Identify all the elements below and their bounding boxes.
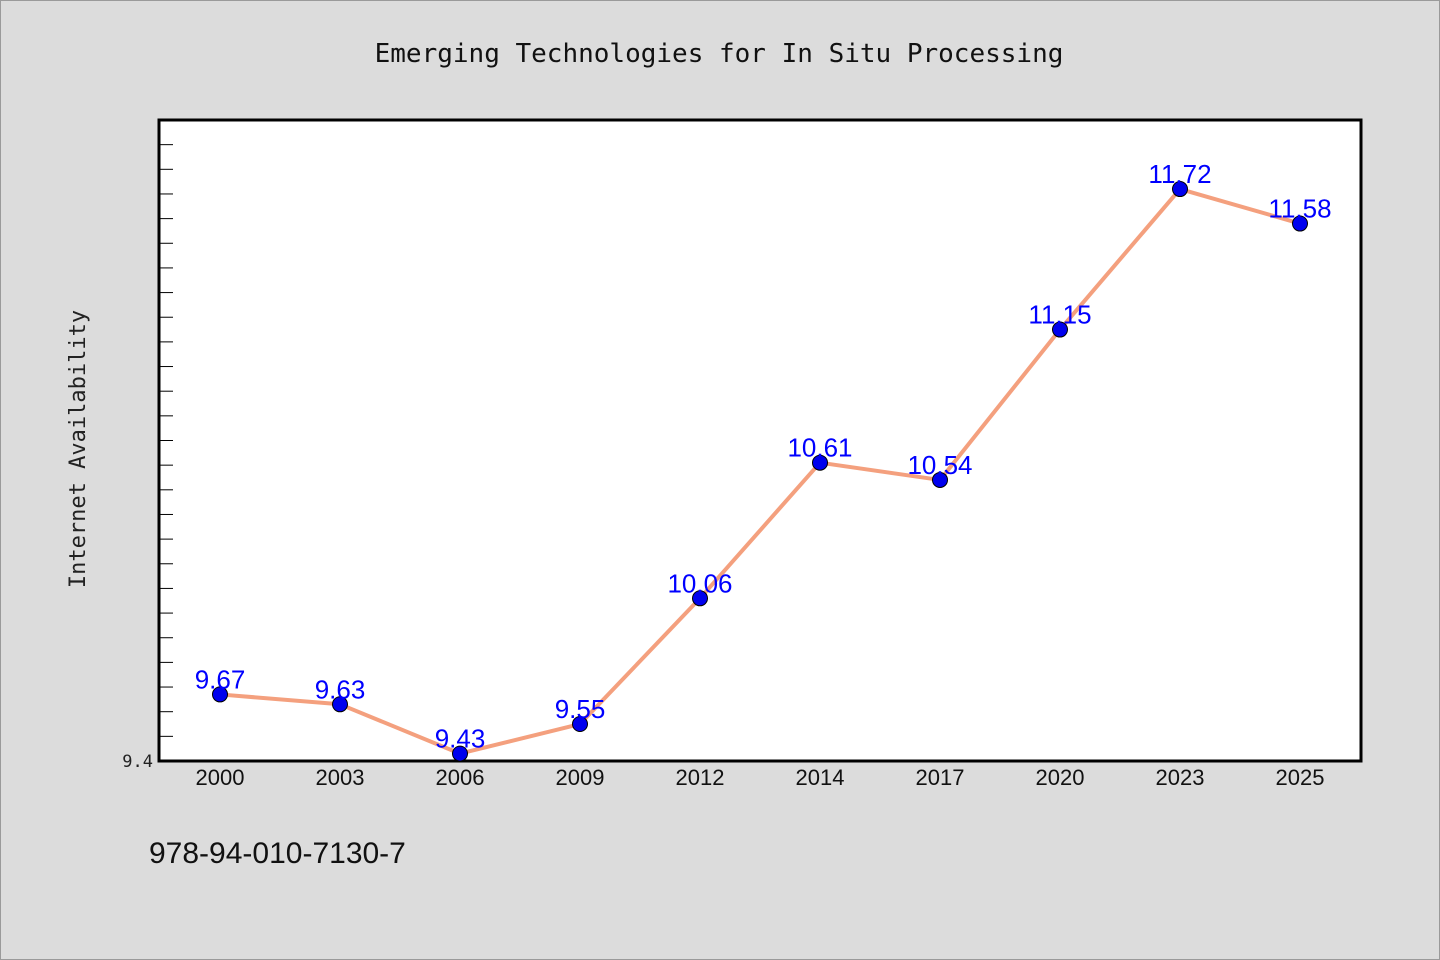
y-axis-ticks: 9.4: [122, 144, 173, 772]
x-tick-label: 2012: [676, 765, 725, 790]
data-point: [332, 696, 348, 713]
x-tick-label: 2025: [1276, 765, 1325, 790]
data-label: 11.58: [1268, 194, 1331, 224]
data-point: [932, 471, 948, 488]
y-axis-label: Internet Availability: [66, 310, 91, 588]
data-point: [452, 745, 468, 762]
series-layer: 9.67 9.63 9.43 9.55 10.06 10.61 10.54 11.15 11.7…: [195, 159, 1332, 762]
data-label: 10.54: [907, 450, 972, 480]
x-tick-label: 2014: [796, 765, 845, 790]
data-point: [1292, 215, 1308, 232]
x-axis-ticks: 2000 2003 2006 2009 2012 2014 2017 2020 2023 2025: [196, 765, 1325, 790]
data-label: 9.43: [435, 724, 486, 754]
y-tick-label: 9.4: [122, 752, 153, 772]
x-tick-label: 2003: [316, 765, 365, 790]
x-tick-label: 2017: [916, 765, 965, 790]
isbn-text: 978-94-010-7130-7: [149, 837, 406, 870]
data-point: [1052, 321, 1068, 338]
plot-area: [157, 118, 1363, 763]
x-tick-label: 2020: [1036, 765, 1085, 790]
data-label: 9.67: [195, 664, 246, 694]
x-tick-label: 2000: [196, 765, 245, 790]
data-label: 11.15: [1028, 300, 1091, 330]
x-tick-label: 2023: [1156, 765, 1205, 790]
data-point: [212, 686, 228, 703]
series-line: [218, 187, 1302, 756]
data-point: [572, 716, 588, 733]
chart-title: Emerging Technologies for In Situ Proces…: [375, 39, 1064, 69]
x-tick-label: 2006: [436, 765, 485, 790]
data-label: 10.06: [667, 568, 732, 598]
data-label: 10.61: [787, 433, 852, 463]
data-point: [692, 590, 708, 607]
data-label: 9.55: [555, 694, 606, 724]
x-tick-label: 2009: [556, 765, 605, 790]
data-point: [812, 454, 828, 471]
data-point: [1172, 181, 1188, 198]
data-label: 11.72: [1148, 159, 1211, 189]
data-label: 9.63: [315, 674, 366, 704]
